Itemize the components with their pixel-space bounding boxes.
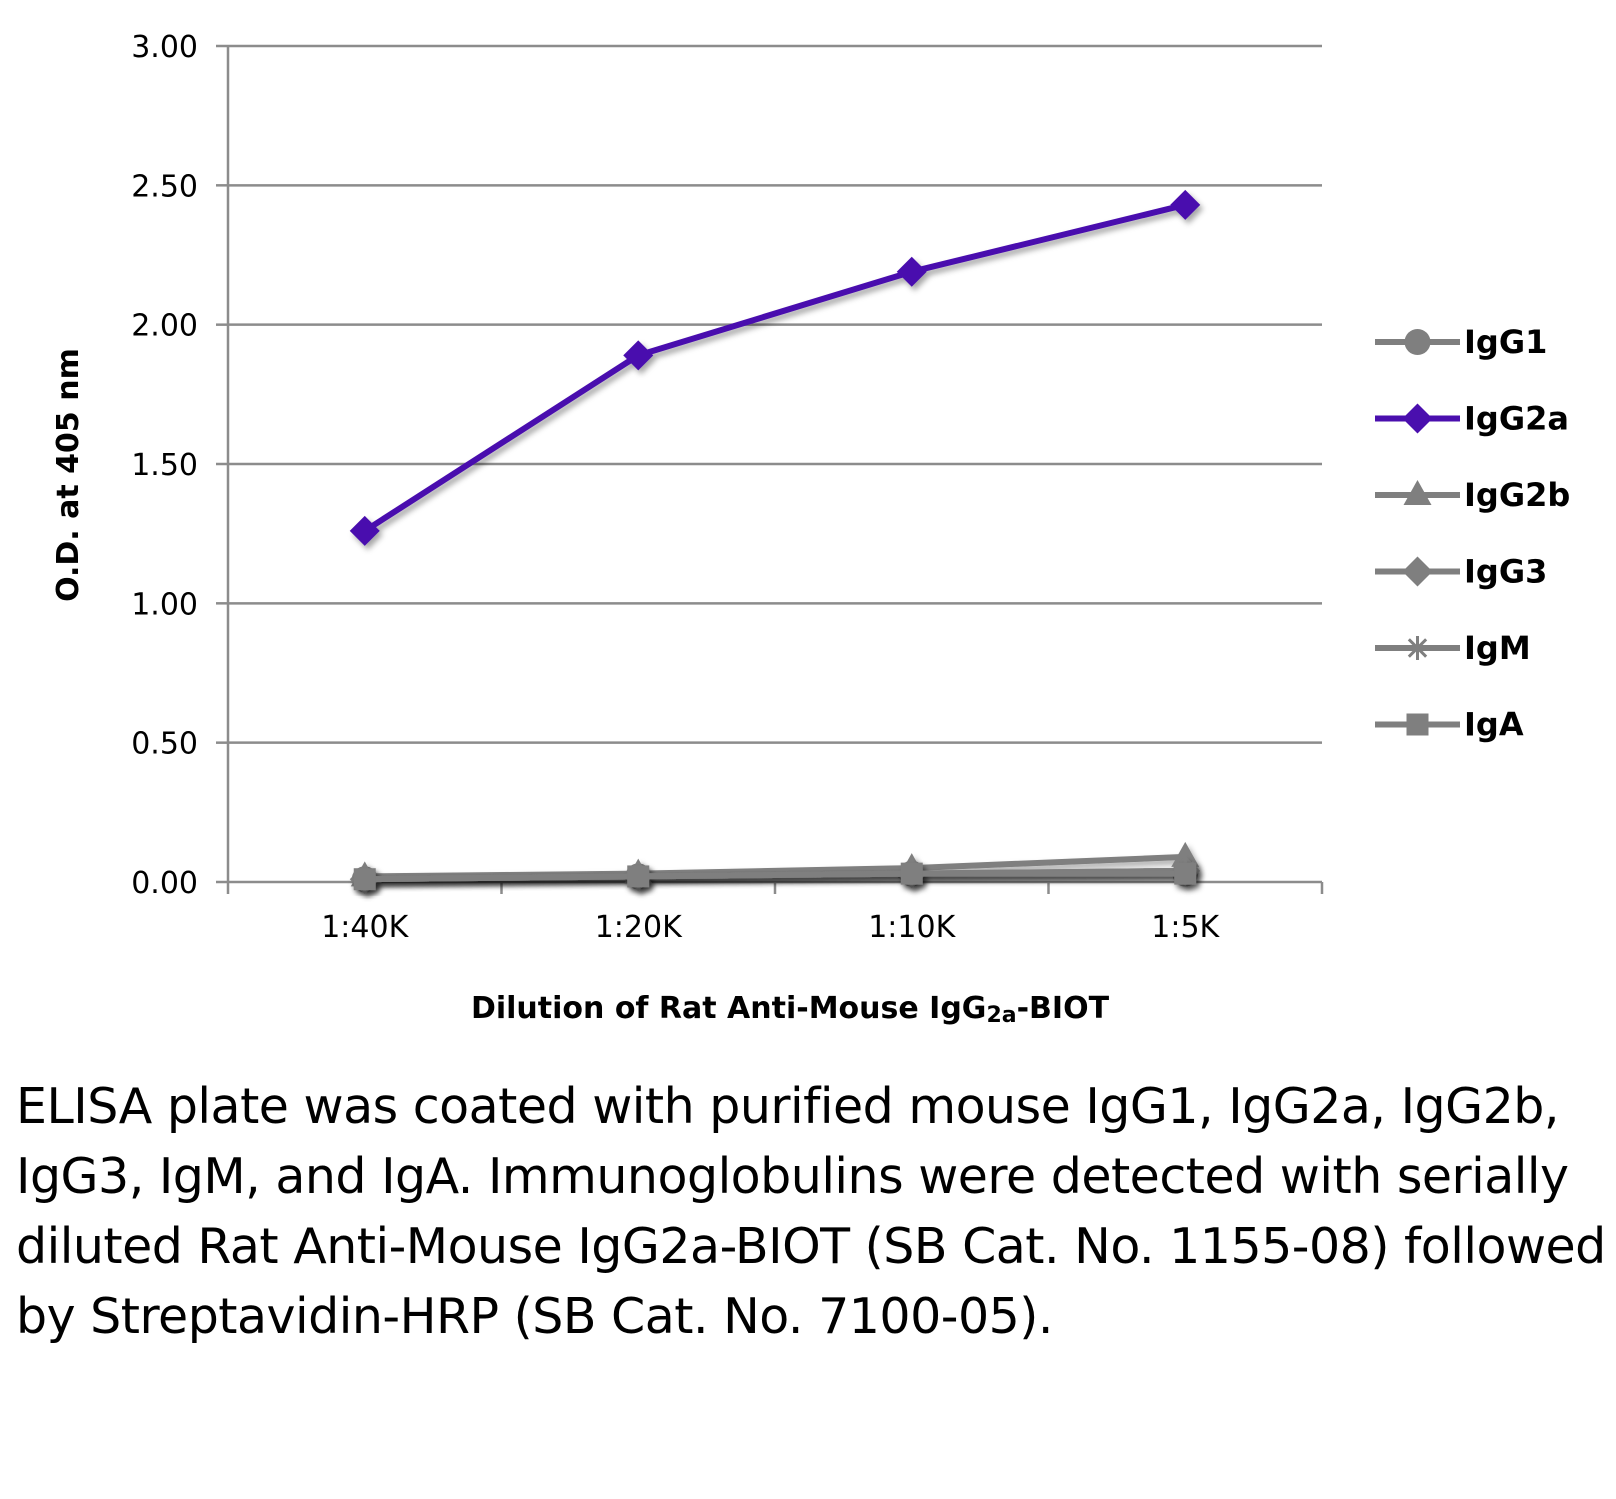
- legend-label-igg1: IgG1: [1464, 323, 1547, 361]
- figure-caption: ELISA plate was coated with purified mou…: [16, 1078, 1606, 1345]
- data-point-iga: [900, 862, 923, 885]
- star-stroke: [1407, 638, 1428, 658]
- y-tick-label: 0.50: [131, 727, 198, 762]
- y-tick-label: 1.00: [131, 587, 198, 622]
- x-axis-title: Dilution of Rat Anti-Mouse IgG2a-BIOT: [471, 991, 1110, 1028]
- legend-marker-igg1: [1404, 329, 1431, 355]
- y-tick-label: 2.50: [131, 169, 198, 204]
- legend-item-iga: IgA: [1375, 706, 1524, 744]
- legend-label-igg2b: IgG2b: [1464, 476, 1570, 514]
- y-tick-label: 2.00: [131, 309, 198, 344]
- legend-label-igm: IgM: [1464, 629, 1531, 667]
- elisa-line-chart: 0.00 0.50 1.00 1.50 2.00 2.50 3.00 1:40K 1:20K 1…: [51, 30, 1570, 1028]
- data-point-iga: [353, 868, 376, 891]
- legend-marker-igm: [1405, 636, 1430, 660]
- series-iga: [353, 862, 1197, 891]
- data-point-igg2a: [1170, 189, 1201, 220]
- x-tick-label: 1:40K: [321, 910, 409, 945]
- legend-marker-igg3: [1402, 556, 1433, 587]
- x-axis-title-main: Dilution of Rat Anti-Mouse IgG: [471, 991, 986, 1026]
- x-tick-label: 1:20K: [595, 910, 683, 945]
- x-tick-label: 1:10K: [868, 910, 956, 945]
- legend-label-igg2a: IgG2a: [1464, 400, 1569, 438]
- data-point-igg2a: [623, 340, 654, 371]
- data-point-igg2a: [896, 256, 927, 287]
- data-point-iga: [627, 865, 650, 888]
- x-axis-title-suffix: -BIOT: [1017, 991, 1110, 1026]
- legend-marker-igg2b: [1403, 480, 1432, 505]
- x-tick-label: 1:5K: [1151, 910, 1220, 945]
- legend-label-igg3: IgG3: [1464, 553, 1547, 591]
- legend-label-iga: IgA: [1464, 706, 1524, 744]
- series-line-igg2a: [363, 201, 1186, 534]
- legend-item-igm: IgM: [1375, 629, 1531, 667]
- data-point-igg2a: [349, 515, 380, 546]
- legend-item-igg1: IgG1: [1375, 323, 1547, 361]
- series-igg2a: [349, 189, 1201, 546]
- y-tick-label: 3.00: [131, 30, 198, 65]
- legend-item-igg3: IgG3: [1375, 553, 1547, 591]
- y-axis-title: O.D. at 405 nm: [51, 348, 86, 602]
- legend-marker-iga: [1406, 713, 1429, 736]
- y-tick-label: 1.50: [131, 448, 198, 483]
- y-tick-label: 0.00: [131, 866, 198, 901]
- legend-marker-igg2a: [1402, 403, 1433, 434]
- series-line-iga: [364, 870, 1186, 883]
- x-axis-title-subscript: 2a: [986, 1003, 1016, 1028]
- legend-item-igg2a: IgG2a: [1375, 400, 1569, 438]
- data-point-iga: [1174, 862, 1197, 885]
- data-point-igg2b: [1171, 841, 1200, 867]
- legend-item-igg2b: IgG2b: [1375, 476, 1570, 514]
